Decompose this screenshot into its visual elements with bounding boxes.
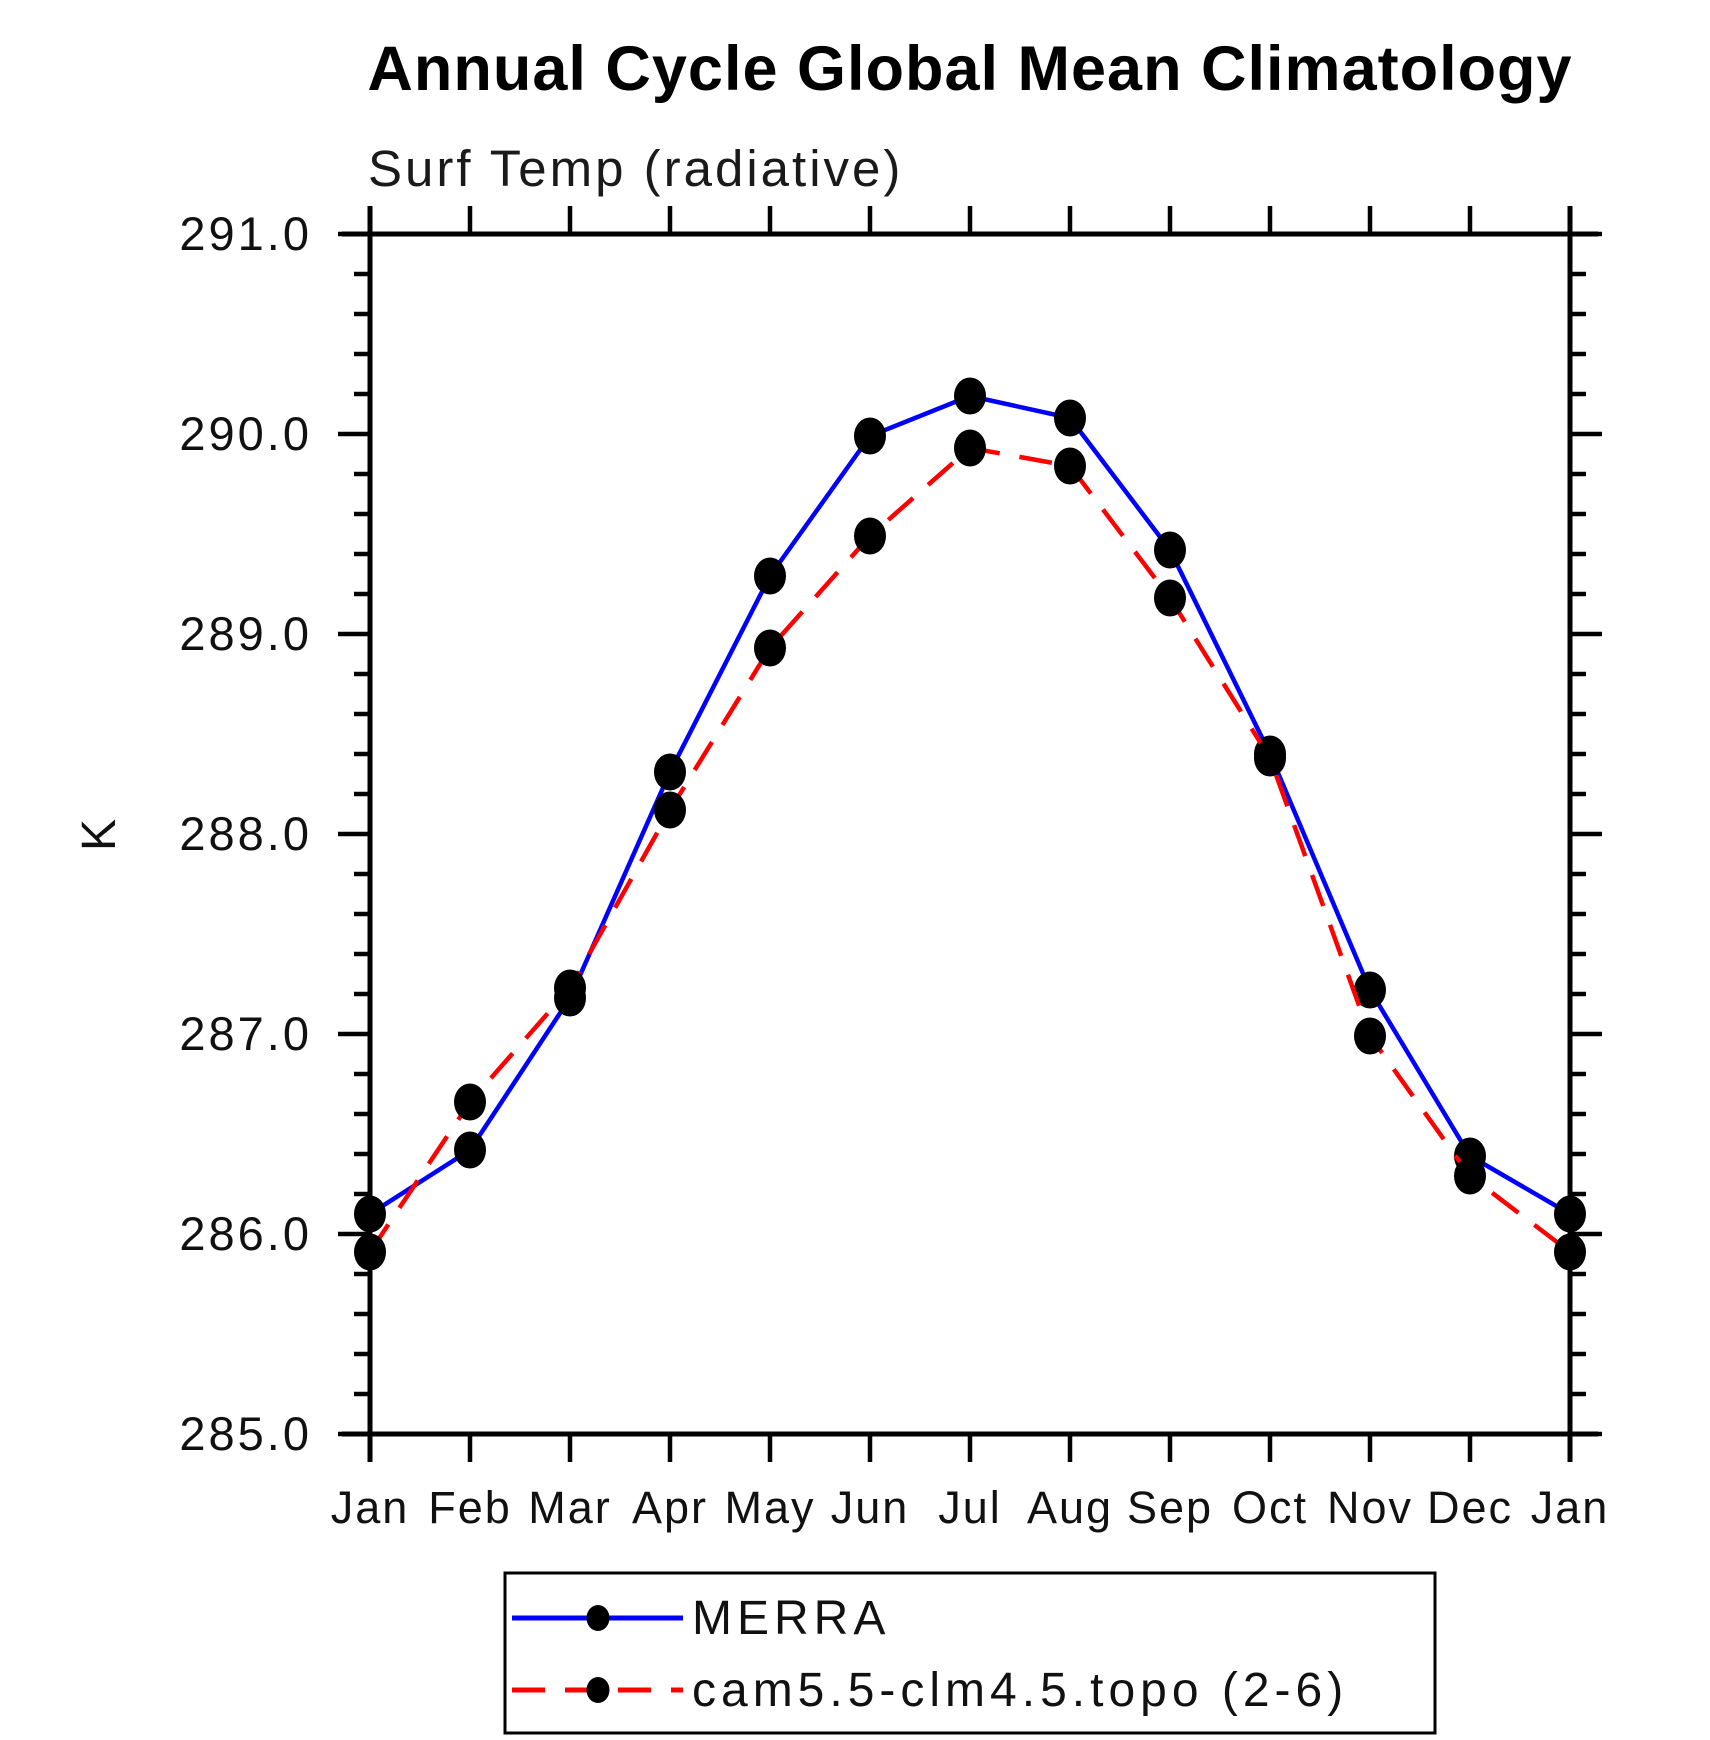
data-point-marker [1354,971,1386,1009]
data-point-marker [954,429,986,467]
data-point-marker [554,969,586,1007]
x-tick-label: Nov [1327,1482,1413,1533]
series-line-merra [368,393,1572,1216]
x-tick-label: Jan [331,1482,410,1533]
legend-merra-marker-icon [586,1605,610,1631]
y-tick-label: 288.0 [179,807,312,860]
data-point-marker [1154,579,1186,617]
y-tick-label: 286.0 [179,1207,312,1260]
y-axis-title: K [73,817,126,851]
y-tick-label: 290.0 [179,407,312,460]
x-tick-label: Oct [1232,1482,1308,1533]
data-point-marker [1254,739,1286,777]
data-point-marker [1454,1157,1486,1195]
x-tick-label: Jan [1531,1482,1610,1533]
y-tick-label: 291.0 [179,207,312,260]
series-cam [354,429,1586,1271]
data-point-marker [454,1131,486,1169]
data-point-marker [1354,1017,1386,1055]
legend-cam-label: cam5.5-clm4.5.topo (2-6) [692,1664,1348,1717]
y-tick-label: 287.0 [179,1007,312,1060]
legend-cam-marker-icon [586,1677,610,1703]
data-point-marker [754,629,786,667]
data-point-marker [1554,1195,1586,1233]
x-tick-label: Apr [632,1482,708,1533]
legend-entry-cam: cam5.5-clm4.5.topo (2-6) [512,1664,1348,1717]
data-point-marker [954,377,986,415]
x-tick-label: Feb [428,1482,512,1533]
series-merra [354,377,1586,1233]
legend-entry-merra: MERRA [512,1592,890,1645]
data-point-marker [354,1233,386,1271]
x-tick-label: Dec [1427,1482,1513,1533]
axes-layer: 285.0 286.0 287.0 288.0 289.0 290.0 291.0 Jan Fe… [179,206,1610,1533]
legend-box: MERRA cam5.5-clm4.5.topo (2-6) [503,1571,1437,1735]
data-series-layer [354,377,1586,1271]
data-point-marker [854,417,886,455]
x-tick-label: Mar [528,1482,612,1533]
x-tick-label: May [724,1482,815,1533]
chart-title: Annual Cycle Global Mean Climatology [367,34,1572,104]
data-point-marker [454,1083,486,1121]
data-point-marker [1054,447,1086,485]
data-point-marker [354,1195,386,1233]
legend-frame [503,1571,1437,1735]
data-point-marker [854,517,886,555]
data-point-marker [654,753,686,791]
x-tick-label: Jun [831,1482,910,1533]
data-point-marker [1054,399,1086,437]
data-point-marker [654,791,686,829]
x-tick-label: Sep [1127,1482,1213,1533]
chart-subtitle: Surf Temp (radiative) [368,140,903,197]
data-point-marker [1554,1233,1586,1271]
data-point-marker [754,557,786,595]
x-tick-label: Jul [938,1482,1002,1533]
y-tick-label: 285.0 [179,1407,312,1460]
legend-merra-label: MERRA [692,1592,890,1645]
y-tick-label: 289.0 [179,607,312,660]
series-line-cam [368,445,1572,1254]
x-tick-label: Aug [1027,1482,1113,1533]
data-point-marker [1154,531,1186,569]
